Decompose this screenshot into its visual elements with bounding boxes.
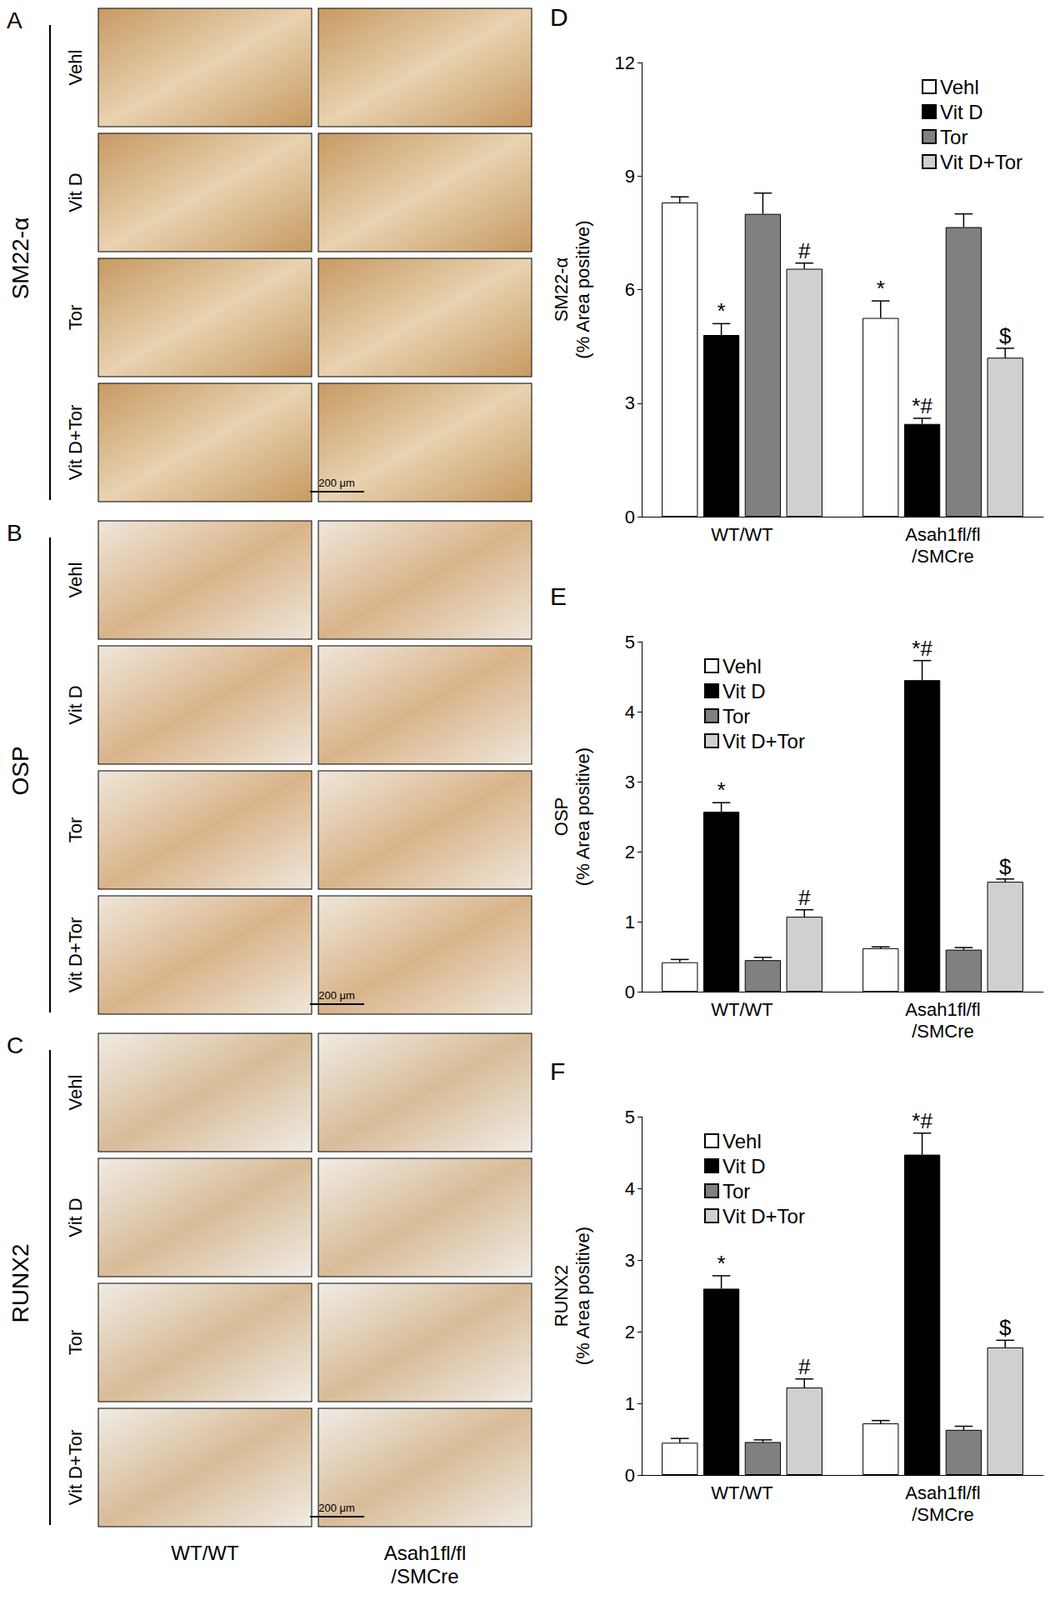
svg-text:B: B	[6, 520, 23, 546]
svg-text:RUNX2: RUNX2	[550, 1265, 572, 1328]
svg-text:3: 3	[625, 1250, 635, 1271]
svg-text:*: *	[717, 298, 726, 324]
svg-text:$: $	[999, 854, 1012, 880]
svg-text:OSP: OSP	[550, 797, 572, 836]
svg-text:Vehl: Vehl	[65, 1075, 86, 1111]
svg-text:(% Area positive): (% Area positive)	[572, 747, 594, 886]
svg-text:SM22-α: SM22-α	[7, 217, 34, 300]
svg-text:Vit D+Tor: Vit D+Tor	[940, 150, 1023, 174]
svg-text:Asah1fl/fl: Asah1fl/fl	[905, 1482, 981, 1504]
svg-text:#: #	[798, 238, 811, 264]
svg-text:Vehl: Vehl	[722, 655, 762, 678]
svg-text:*: *	[717, 1250, 726, 1276]
svg-text:/SMCre: /SMCre	[911, 1504, 975, 1525]
svg-text:*: *	[717, 777, 726, 803]
svg-text:(% Area positive): (% Area positive)	[572, 1226, 594, 1365]
svg-text:(% Area positive): (% Area positive)	[572, 220, 594, 359]
svg-text:3: 3	[625, 392, 635, 414]
svg-text:Tor: Tor	[940, 125, 968, 149]
svg-text:5: 5	[625, 1106, 635, 1128]
svg-text:A: A	[6, 7, 23, 34]
svg-text:0: 0	[625, 1465, 635, 1486]
svg-text:RUNX2: RUNX2	[7, 1244, 34, 1324]
svg-text:Vit D+Tor: Vit D+Tor	[722, 730, 805, 753]
svg-text:Tor: Tor	[722, 705, 750, 728]
svg-text:Vehl: Vehl	[65, 50, 86, 86]
svg-text:Vit D: Vit D	[65, 1197, 86, 1237]
svg-text:WT/WT: WT/WT	[710, 1482, 774, 1504]
svg-text:4: 4	[625, 701, 635, 723]
svg-text:0: 0	[625, 981, 635, 1003]
svg-text:200 μm: 200 μm	[318, 476, 355, 490]
svg-text:$: $	[999, 323, 1012, 349]
svg-text:$: $	[999, 1315, 1012, 1340]
svg-text:WT/WT: WT/WT	[170, 1541, 240, 1565]
svg-text:Tor: Tor	[65, 817, 86, 844]
svg-text:Tor: Tor	[65, 305, 86, 331]
svg-text:Vit D+Tor: Vit D+Tor	[65, 917, 86, 994]
svg-text:F: F	[550, 1057, 565, 1085]
svg-text:Vit D: Vit D	[65, 172, 86, 212]
svg-text:6: 6	[625, 279, 635, 300]
svg-text:*#: *#	[911, 393, 933, 419]
svg-text:Vit D+Tor: Vit D+Tor	[65, 405, 86, 481]
svg-text:D: D	[550, 3, 569, 31]
svg-text:/SMCre: /SMCre	[911, 1020, 975, 1042]
svg-text:/SMCre: /SMCre	[911, 545, 975, 567]
svg-text:E: E	[550, 582, 567, 610]
svg-text:#: #	[798, 1354, 811, 1380]
svg-text:Vit D: Vit D	[940, 100, 984, 124]
svg-text:200 μm: 200 μm	[318, 1501, 355, 1515]
svg-text:Asah1fl/fl: Asah1fl/fl	[905, 524, 981, 545]
svg-text:C: C	[6, 1032, 24, 1059]
svg-text:SM22-α: SM22-α	[550, 256, 572, 322]
svg-text:Vehl: Vehl	[940, 75, 980, 99]
svg-text:5: 5	[625, 631, 635, 653]
svg-text:Vit D: Vit D	[722, 680, 766, 703]
svg-text:200 μm: 200 μm	[318, 989, 355, 1002]
svg-text:12: 12	[615, 52, 635, 74]
svg-text:*: *	[876, 275, 885, 301]
svg-text:Tor: Tor	[722, 1180, 750, 1203]
svg-text:Asah1fl/fl: Asah1fl/fl	[905, 999, 981, 1020]
svg-text:2: 2	[625, 841, 635, 863]
svg-text:Vehl: Vehl	[65, 562, 86, 599]
svg-text:Vehl: Vehl	[722, 1130, 762, 1153]
svg-text:WT/WT: WT/WT	[710, 524, 774, 545]
svg-text:2: 2	[625, 1321, 635, 1343]
svg-text:1: 1	[625, 1393, 635, 1415]
svg-text:0: 0	[625, 506, 635, 528]
svg-text:4: 4	[625, 1178, 635, 1200]
svg-text:3: 3	[625, 771, 635, 793]
svg-text:Vit D+Tor: Vit D+Tor	[722, 1205, 805, 1228]
svg-text:Vit D+Tor: Vit D+Tor	[65, 1430, 86, 1506]
svg-text:1: 1	[625, 911, 635, 933]
svg-text:Tor: Tor	[65, 1330, 86, 1356]
svg-text:9: 9	[625, 165, 635, 187]
svg-text:#: #	[798, 885, 811, 910]
svg-text:OSP: OSP	[7, 745, 34, 795]
svg-text:*#: *#	[911, 1108, 933, 1134]
svg-text:Asah1fl/fl/SMCre: Asah1fl/fl/SMCre	[384, 1541, 467, 1588]
svg-text:Vit D: Vit D	[65, 685, 86, 725]
svg-text:WT/WT: WT/WT	[710, 999, 774, 1020]
svg-text:Vit D: Vit D	[722, 1155, 766, 1178]
svg-text:*#: *#	[911, 635, 933, 661]
